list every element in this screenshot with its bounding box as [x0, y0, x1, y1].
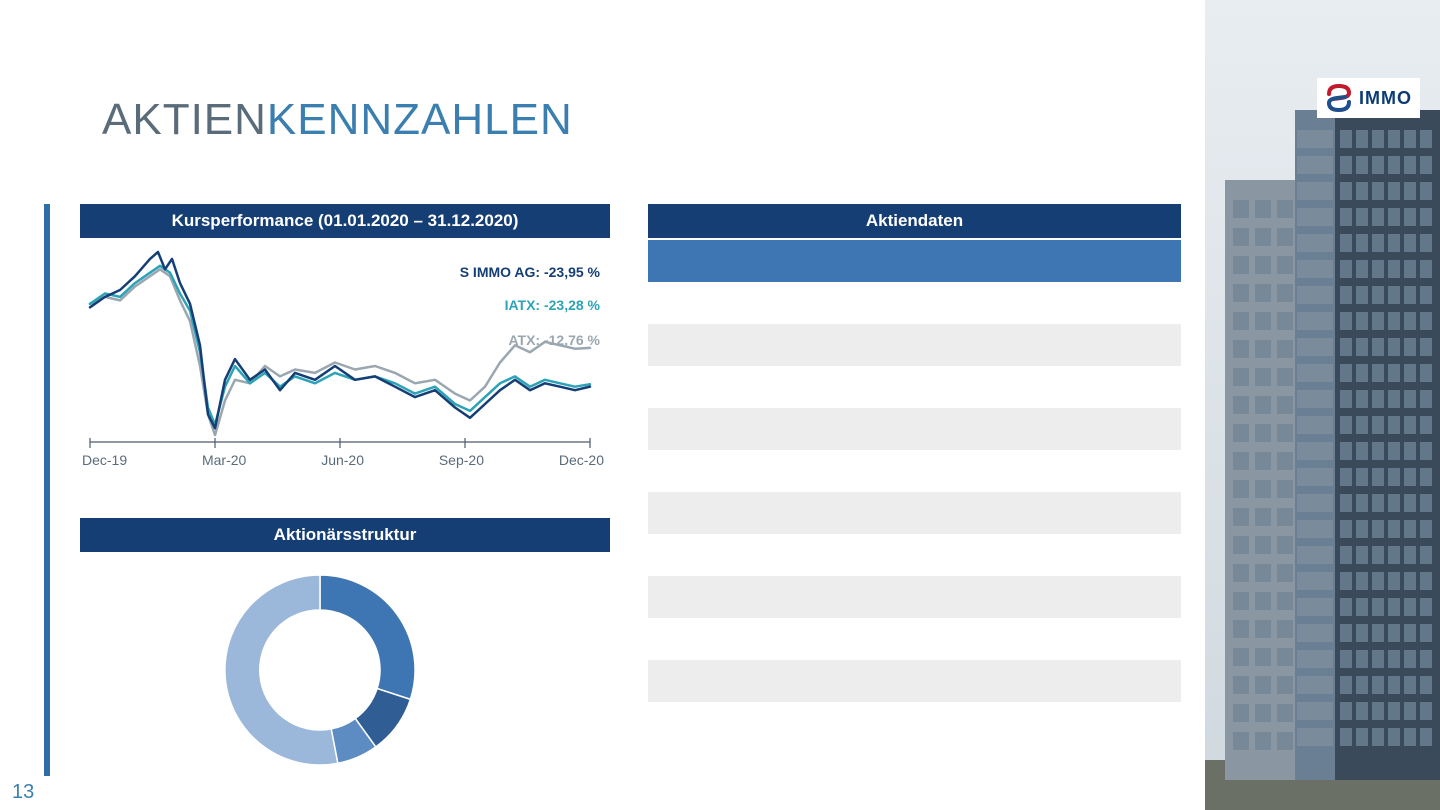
kursperformance-panel: Kursperformance (01.01.2020 – 31.12.2020… [80, 204, 610, 502]
x-axis-labels: Dec-19 Mar-20 Jun-20 Sep-20 Dec-20 [80, 452, 610, 504]
shareholder-structure-header: Aktionärsstruktur [80, 518, 610, 552]
aktiendaten-row [648, 576, 1181, 618]
aktiendaten-row [648, 492, 1181, 534]
aktiendaten-gap [648, 450, 1181, 492]
page-title: AKTIENKENNZAHLEN [102, 95, 573, 145]
series-label-iatx: IATX: -23,28 % [505, 297, 600, 313]
aktiendaten-gap [648, 618, 1181, 660]
brand-logo: IMMO [1317, 78, 1420, 118]
x-label: Jun-20 [321, 452, 364, 504]
slide-content: AKTIENKENNZAHLEN Kursperformance (01.01.… [0, 0, 1205, 810]
page-number: 13 [12, 781, 34, 804]
kursperformance-header: Kursperformance (01.01.2020 – 31.12.2020… [80, 204, 610, 238]
x-label: Mar-20 [202, 452, 246, 504]
series-label-atx: ATX: -12,76 % [508, 332, 600, 348]
aktiendaten-highlight-row [648, 240, 1181, 282]
aktiendaten-panel: Aktiendaten [648, 204, 1181, 702]
logo-s-icon [1325, 84, 1353, 112]
donut-chart-svg [220, 570, 420, 770]
aktiendaten-row [648, 408, 1181, 450]
aktiendaten-rows [648, 282, 1181, 702]
donut-wrap [80, 552, 610, 770]
x-label: Dec-19 [82, 452, 127, 504]
x-label: Dec-20 [559, 452, 604, 504]
title-part-2: KENNZAHLEN [267, 95, 573, 144]
aktiendaten-row [648, 324, 1181, 366]
side-building-image: IMMO [1205, 0, 1440, 810]
x-label: Sep-20 [439, 452, 484, 504]
kursperformance-chart: S IMMO AG: -23,95 % IATX: -23,28 % ATX: -1… [80, 242, 610, 502]
title-part-1: AKTIEN [102, 95, 267, 144]
series-label-s-immo-ag: S IMMO AG: -23,95 % [460, 264, 600, 280]
logo-text: IMMO [1359, 88, 1412, 109]
aktiendaten-gap [648, 534, 1181, 576]
aktiendaten-row [648, 660, 1181, 702]
aktiendaten-gap [648, 282, 1181, 324]
aktiendaten-header: Aktiendaten [648, 204, 1181, 238]
aktiendaten-gap [648, 366, 1181, 408]
vertical-accent-rule [44, 204, 50, 776]
shareholder-structure-panel: Aktionärsstruktur [80, 518, 610, 770]
building-illustration [1205, 0, 1440, 810]
